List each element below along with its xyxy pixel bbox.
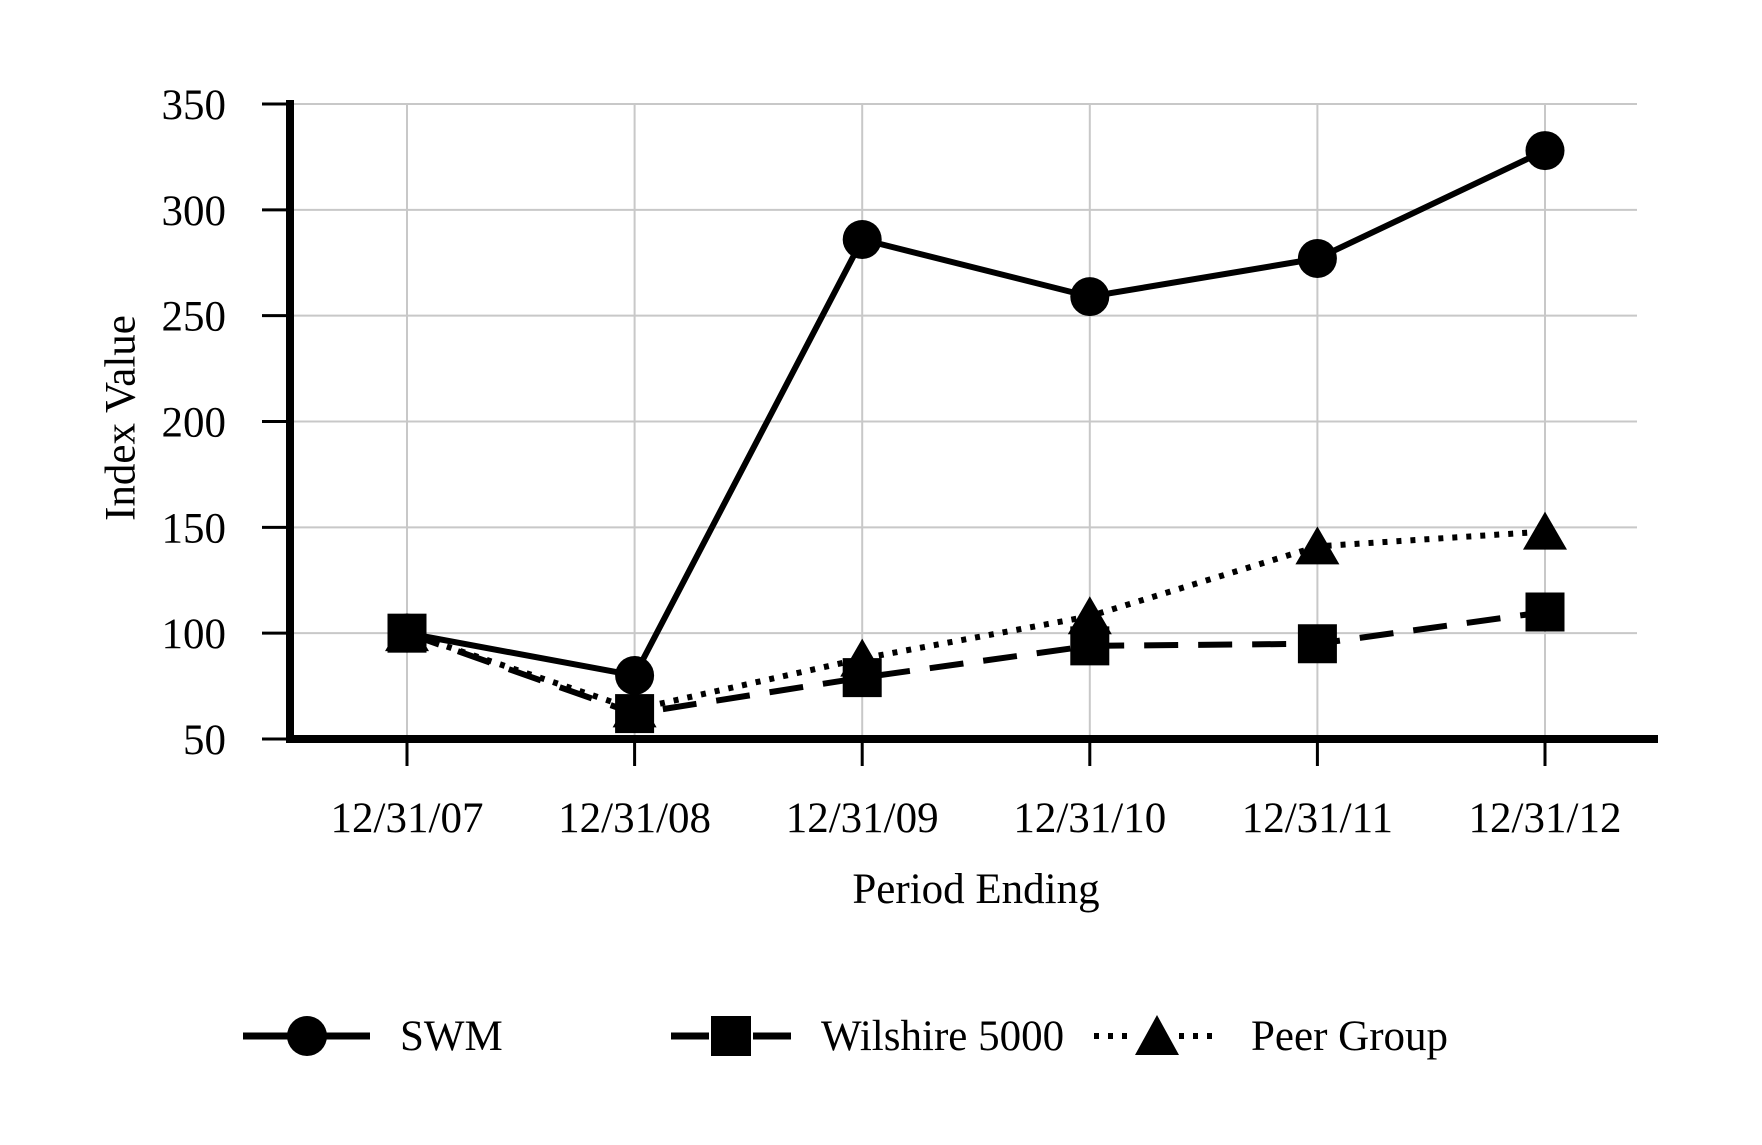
- marker-triangle-peer-group: [1295, 526, 1340, 565]
- legend-item-swm: SWM: [243, 1003, 503, 1069]
- marker-circle-swm: [842, 219, 882, 259]
- marker-circle-swm: [1297, 239, 1337, 279]
- peer-group-dotted-line-triangle-icon: [1094, 1015, 1221, 1055]
- legend-item-peer-group: Peer Group: [1092, 1003, 1448, 1069]
- x-tick-label: 12/31/07: [331, 795, 484, 842]
- marker-square-wilshire-5000: [387, 613, 427, 653]
- x-tick-label: 12/31/08: [558, 795, 711, 842]
- y-tick-label: 200: [162, 400, 227, 447]
- x-tick-label: 12/31/12: [1469, 795, 1622, 842]
- series-line-swm: [406, 147, 1547, 679]
- marker-square-wilshire-5000: [1070, 626, 1110, 666]
- marker-circle-swm: [1070, 277, 1110, 317]
- series-line-peer-group: [406, 528, 1546, 713]
- x-axis-title: Period Ending: [852, 866, 1100, 913]
- swm-solid-line-circle-icon: [243, 1016, 370, 1056]
- y-tick-label: 300: [162, 188, 227, 235]
- y-tick-label: 100: [162, 611, 227, 658]
- legend-label-peer-group: Peer Group: [1251, 1012, 1449, 1060]
- wilshire-dashed-line-square-icon: [671, 1016, 791, 1056]
- marker-circle-swm: [1525, 131, 1565, 171]
- marker-square-wilshire-5000: [1297, 624, 1337, 664]
- marker-triangle-peer-group: [1523, 511, 1567, 550]
- x-tick-label: 12/31/10: [1013, 795, 1166, 842]
- y-tick-label: 250: [162, 294, 227, 341]
- y-axis-title: Index Value: [97, 315, 145, 521]
- x-tick-label: 12/31/09: [786, 795, 939, 842]
- marker-square-wilshire-5000: [1525, 592, 1565, 632]
- legend-item-wilshire-5000: Wilshire 5000: [671, 1003, 1064, 1069]
- marker-circle-swm: [615, 656, 655, 695]
- y-tick-label: 150: [162, 505, 227, 552]
- chart-legend: SWM Wilshire 5000 Peer Group: [0, 1003, 1762, 1069]
- marker-square-wilshire-5000: [842, 658, 882, 698]
- y-tick-label: 350: [162, 82, 227, 129]
- legend-label-wilshire-5000: Wilshire 5000: [821, 1012, 1065, 1060]
- y-tick-label: 50: [183, 717, 226, 764]
- legend-label-swm: SWM: [400, 1012, 503, 1060]
- marker-square-wilshire-5000: [615, 694, 655, 734]
- x-tick-label: 12/31/11: [1242, 795, 1393, 842]
- marker-triangle-peer-group: [1067, 596, 1112, 635]
